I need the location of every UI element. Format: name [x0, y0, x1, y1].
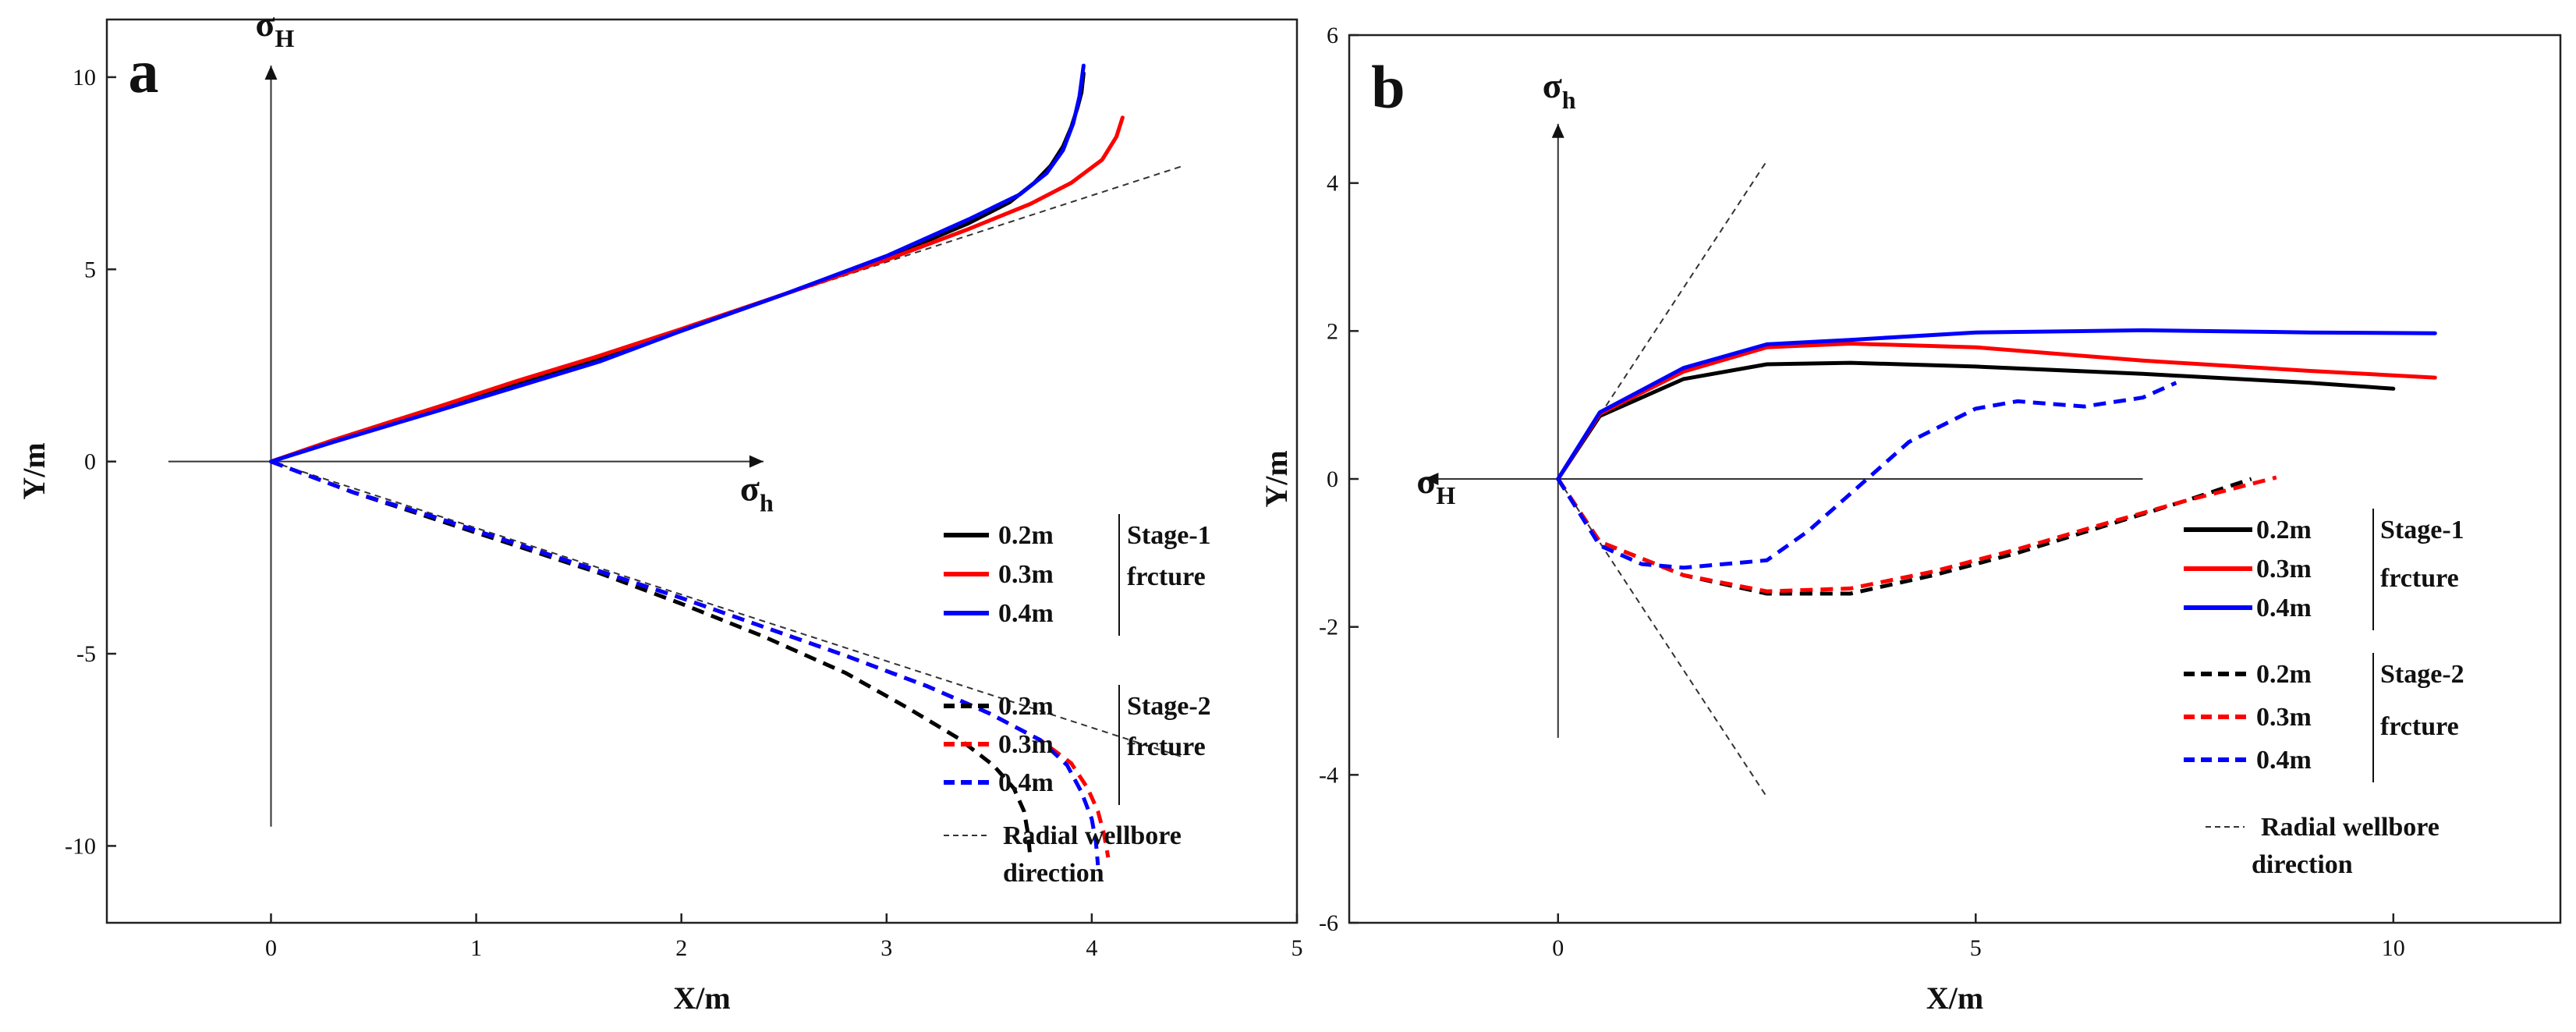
x-tick-label: 2 — [675, 935, 687, 961]
series-line-stage-1-0.2m — [1556, 360, 2396, 481]
series-line-stage-1-0.2m — [269, 71, 1086, 464]
legend-label: 0.3m — [2256, 703, 2312, 732]
y-tick-label: 6 — [1327, 23, 1338, 48]
legend-label: 0.3m — [998, 730, 1054, 759]
vertical-stress-label: σh — [1543, 66, 1576, 114]
legend: 0.2m 0.3m 0.4m Stage-1 frcture 0.2m 0.3m 0.4m St… — [2184, 509, 2464, 879]
legend-radial-label: Radial wellbore — [1003, 821, 1182, 850]
legend-group-subtitle: frcture — [2380, 712, 2459, 741]
legend-group-subtitle: frcture — [2380, 564, 2459, 593]
x-tick-label: 0 — [1552, 935, 1564, 961]
legend: 0.2m 0.3m 0.4m Stage-1 frcture 0.2m 0.3m 0.4m St… — [944, 514, 1211, 888]
series-line-stage-2-0.3m — [270, 459, 1111, 858]
x-tick-label: 10 — [2382, 935, 2405, 961]
legend-radial-label: Radial wellbore — [2261, 813, 2440, 842]
legend-group-subtitle: frcture — [1127, 732, 1206, 761]
horizontal-stress-axis-arrowhead — [749, 455, 764, 468]
vertical-stress-axis-arrowhead — [1551, 123, 1564, 138]
x-tick-label: 5 — [1970, 935, 1982, 961]
y-tick-label: -5 — [76, 641, 96, 667]
series-line-stage-2-0.3m — [1556, 475, 2277, 594]
legend-label: 0.2m — [2256, 660, 2312, 689]
legend-label: 0.4m — [2256, 594, 2312, 622]
radial-wellbore-line — [271, 165, 1185, 463]
x-tick-label: 0 — [265, 935, 277, 961]
x-axis-title: X/m — [673, 981, 730, 1016]
legend-group-title: Stage-2 — [2380, 660, 2464, 689]
plot-frame — [105, 18, 1299, 924]
legend-label: 0.2m — [998, 692, 1054, 721]
legend-radial-label-2: direction — [2252, 850, 2353, 879]
radial-wellbore-line — [1557, 160, 1768, 480]
panel-a: 0 1 2 3 4 5 -10 -5 0 5 10 X/m Y/m a σH σh 0.2m 0.3m 0.4m St… — [16, 4, 1303, 1016]
series-line-stage-1-0.3m — [269, 115, 1125, 464]
y-tick-label: -6 — [1319, 910, 1338, 936]
y-axis-title: Y/m — [16, 442, 51, 499]
series-line-stage-1-0.4m — [269, 63, 1086, 464]
y-tick-label: 2 — [1327, 318, 1338, 344]
series-line-stage-2-0.4m — [270, 459, 1100, 866]
legend-label: 0.2m — [2256, 516, 2312, 544]
y-tick-label: -10 — [65, 833, 96, 859]
legend-label: 0.3m — [998, 560, 1054, 589]
legend-label: 0.4m — [2256, 746, 2312, 775]
x-tick-label: 5 — [1292, 935, 1303, 961]
radial-wellbore-line — [271, 460, 1185, 759]
x-tick-label: 3 — [881, 935, 892, 961]
panel-b: 0 5 10 -6 -4 -2 0 2 4 6 X/m Y/m b σh σH 0.2m 0.3m 0.4m Sta… — [1259, 23, 2562, 1016]
legend-group-title: Stage-1 — [2380, 516, 2464, 544]
horizontal-stress-label: σH — [1416, 461, 1455, 509]
y-tick-label: -4 — [1319, 762, 1338, 788]
y-tick-label: 10 — [73, 65, 96, 90]
legend-label: 0.2m — [998, 521, 1054, 550]
vertical-stress-label: σH — [255, 4, 294, 52]
legend-label: 0.4m — [998, 768, 1054, 797]
legend-group-title: Stage-2 — [1127, 692, 1211, 721]
x-tick-label: 4 — [1086, 935, 1097, 961]
panel-letter: b — [1371, 53, 1405, 121]
y-tick-label: -2 — [1319, 615, 1338, 640]
series-line-stage-2-0.2m — [270, 459, 1033, 858]
horizontal-stress-axis-arrowhead — [1424, 473, 1439, 485]
legend-label: 0.4m — [998, 599, 1054, 628]
series-line-stage-1-0.3m — [1556, 342, 2437, 481]
series-line-stage-2-0.4m — [1556, 381, 2177, 570]
vertical-stress-axis-arrowhead — [264, 66, 278, 80]
y-tick-label: 0 — [1327, 466, 1338, 492]
x-axis-title: X/m — [1926, 981, 1983, 1016]
series-line-stage-1-0.4m — [1556, 328, 2437, 481]
legend-group-title: Stage-1 — [1127, 521, 1211, 550]
y-axis-title: Y/m — [1259, 450, 1294, 507]
legend-radial-label-2: direction — [1003, 859, 1104, 888]
legend-group-subtitle: frcture — [1127, 562, 1206, 591]
radial-wellbore-line — [1557, 478, 1768, 798]
panel-letter: a — [129, 37, 159, 105]
horizontal-stress-label: σh — [740, 469, 774, 517]
y-tick-label: 5 — [84, 257, 96, 282]
y-tick-label: 4 — [1327, 171, 1338, 197]
x-tick-label: 1 — [470, 935, 482, 961]
legend-label: 0.3m — [2256, 555, 2312, 583]
y-tick-label: 0 — [84, 449, 96, 475]
